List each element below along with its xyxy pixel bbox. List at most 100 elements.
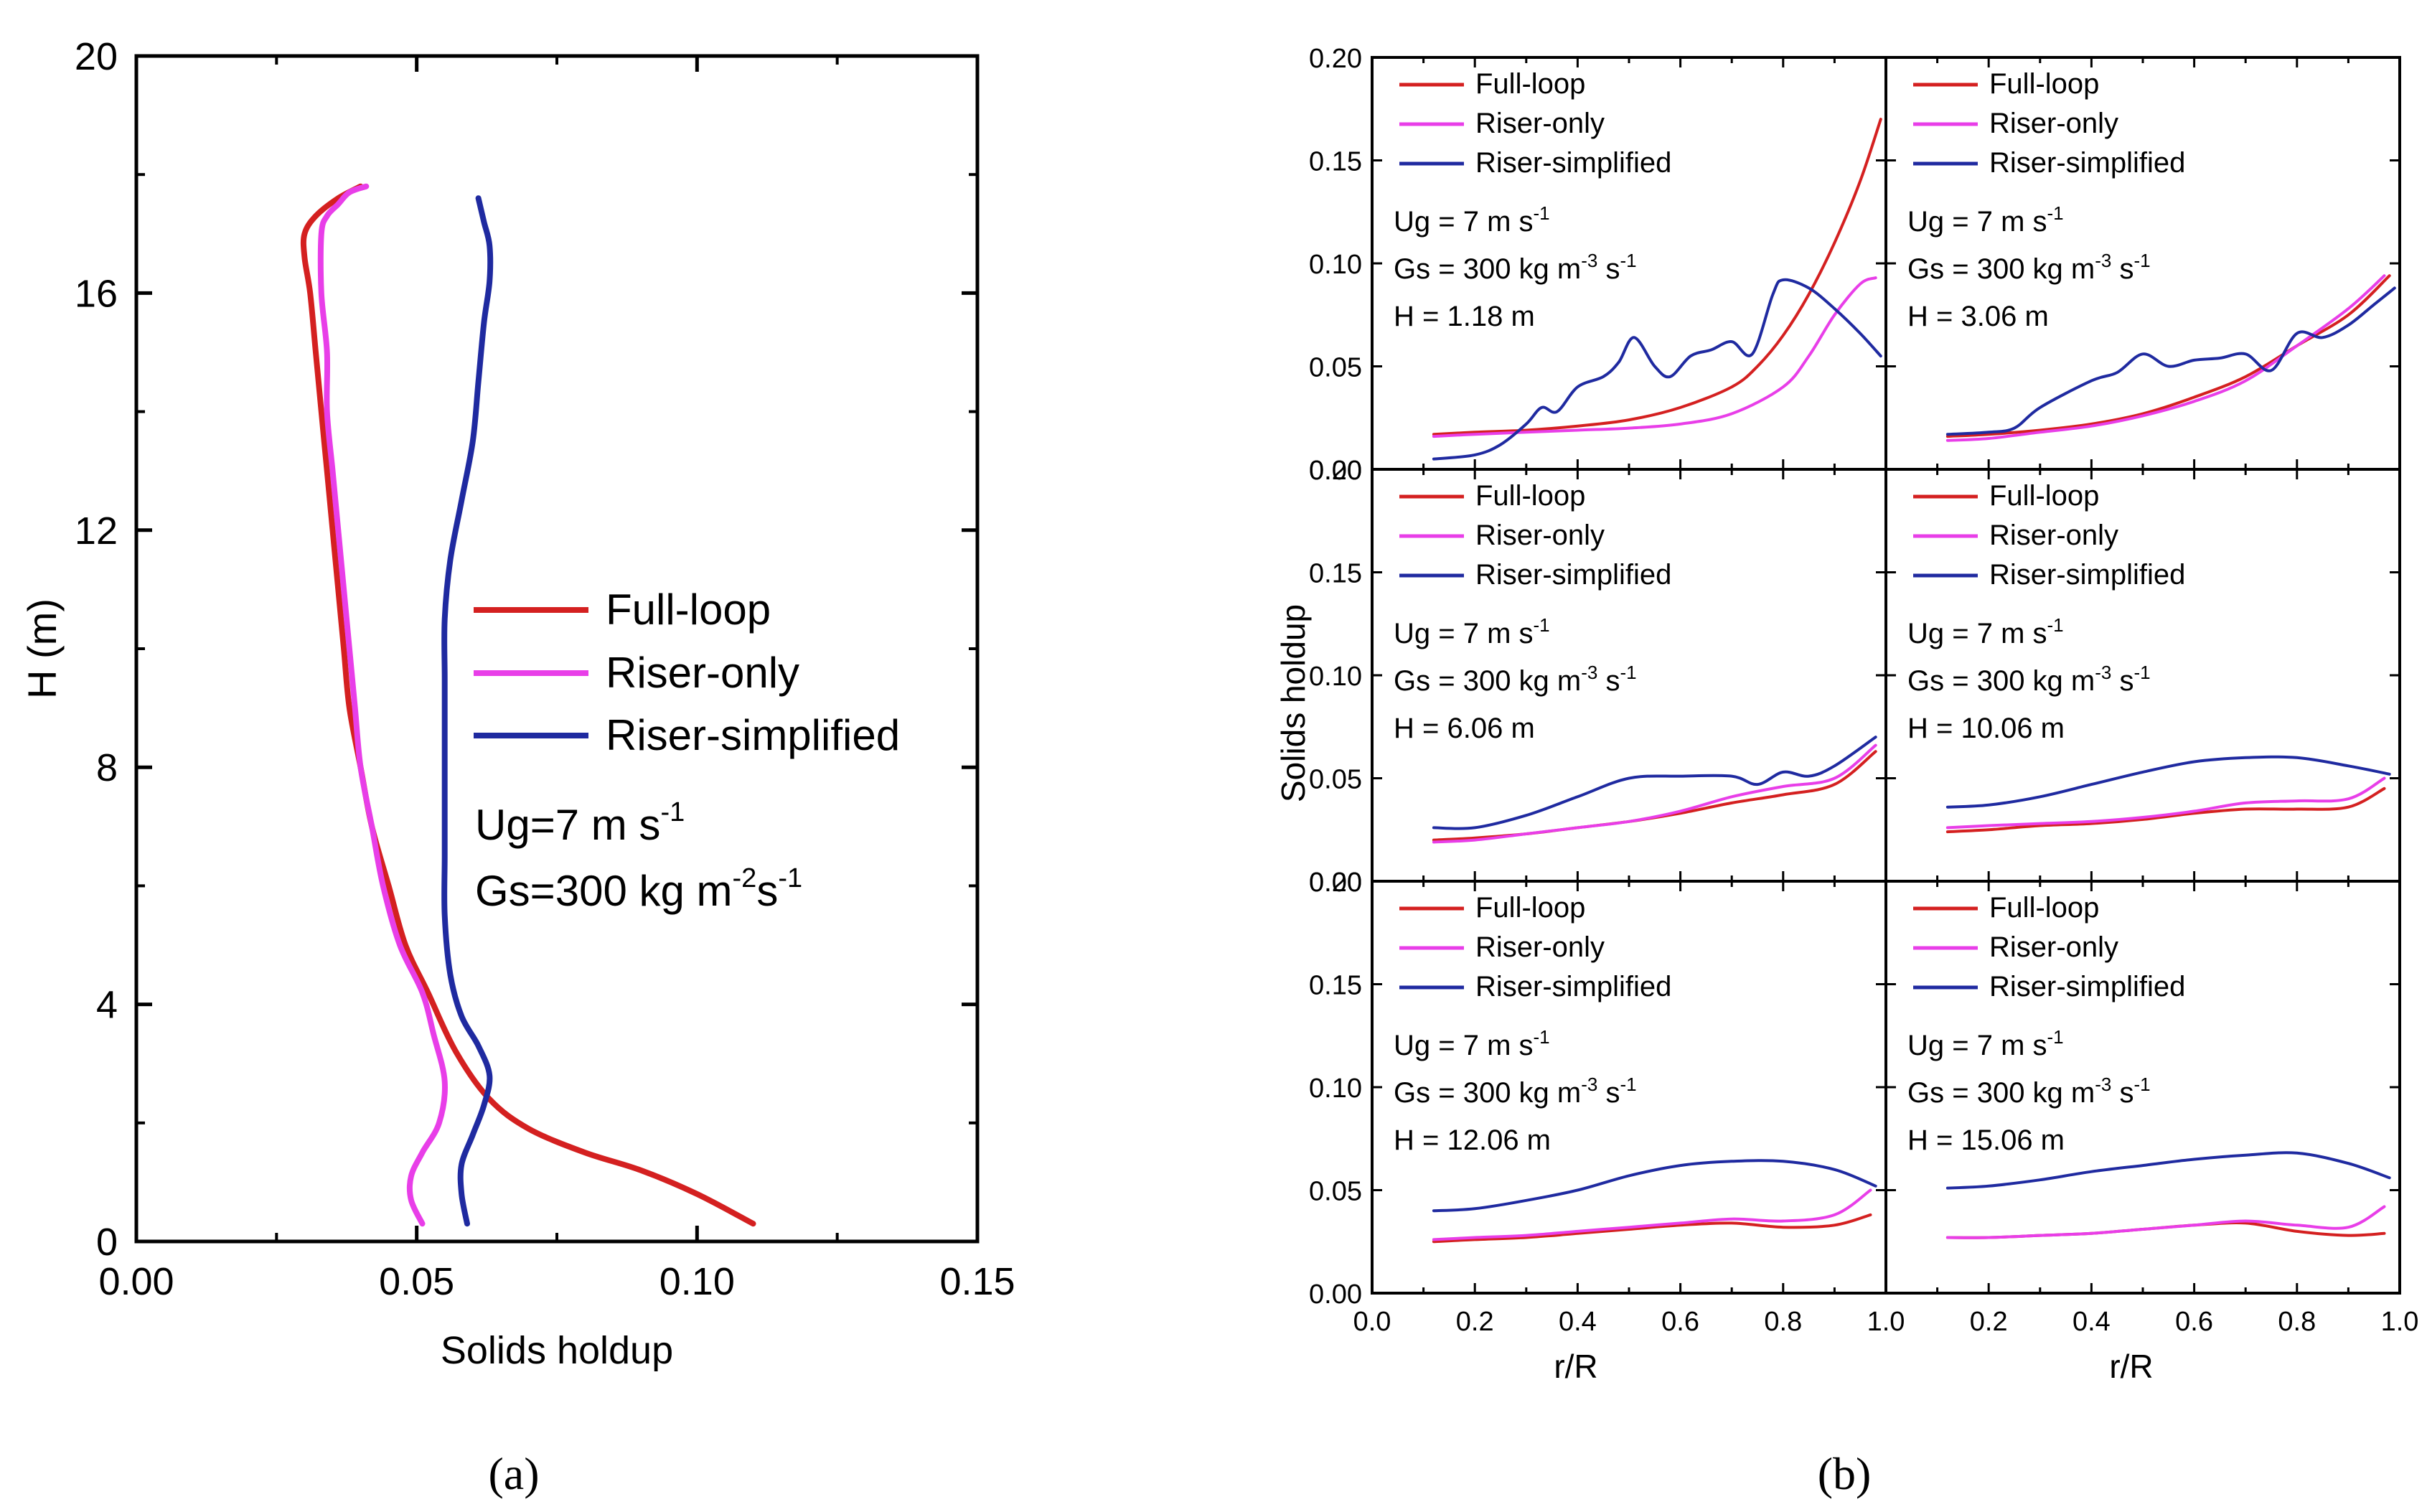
panel-b-subplot-3-series-riser-only xyxy=(1432,743,1877,844)
panel-b-subplot-1-series-riser-simplified xyxy=(1432,278,1882,461)
panel-b-h-label: H = 10.06 m xyxy=(1907,713,2065,744)
panel-b-y-tick-label: 0.05 xyxy=(1309,765,1362,795)
panel-b-y-tick-label: 0.15 xyxy=(1309,147,1362,177)
panel-b-x-tick-label: 0.8 xyxy=(1764,1307,1802,1337)
panel-b-legend-label-full-loop: Full-loop xyxy=(1475,480,1585,512)
panel-b-ug-text: Ug = 7 m s xyxy=(1907,618,2047,649)
panel-b-subplot-2-series-full-loop xyxy=(1945,274,2391,438)
panel-b-subplot-4: Full-loop Riser-only Riser-simplified Ug = … xyxy=(1884,468,2401,883)
panel-b-x-tick-label: 0.0 xyxy=(1353,1307,1391,1337)
panel-b-y-tick-label: 0.05 xyxy=(1309,353,1362,383)
panel-a-y-tick-label: 8 xyxy=(96,746,118,789)
panel-a-x-tick-label: 0.00 xyxy=(98,1260,174,1303)
panel-b-h-label: H = 6.06 m xyxy=(1394,713,1535,744)
panel-b-y-tick-label: 0.20 xyxy=(1309,456,1362,486)
panel-b-h-label: H = 3.06 m xyxy=(1907,301,2049,332)
panel-b-gs-mid: s xyxy=(1597,1077,1620,1109)
panel-b-gs-text: Gs = 300 kg m xyxy=(1907,253,2095,285)
panel-b-subplot-6-series-riser-simplified xyxy=(1945,1151,2391,1190)
panel-b-gs-text: Gs = 300 kg m xyxy=(1394,1077,1581,1109)
panel-b-ug-text: Ug = 7 m s xyxy=(1907,1030,2047,1061)
panel-b-subplot-1: Full-loop Riser-only Riser-simplified Ug = … xyxy=(1371,56,1887,471)
panel-b-legend-label-full-loop: Full-loop xyxy=(1475,892,1585,924)
panel-b-x-axis-label-right: r/R xyxy=(2109,1348,2153,1385)
panel-b-gs-mid: s xyxy=(1597,253,1620,285)
panel-b-y-tick-label: 0.10 xyxy=(1309,662,1362,692)
panel-b-ug-annotation: Ug = 7 m s-1 xyxy=(1907,1026,2064,1061)
panel-b-gs-sup1: -3 xyxy=(2095,662,2111,683)
panel-a-y-tick-label: 0 xyxy=(96,1221,118,1264)
panel-b-gs-mid: s xyxy=(2111,665,2133,697)
panel-b-label: (b) xyxy=(1818,1448,1872,1499)
panel-b-gs-sup2: -1 xyxy=(2133,1074,2150,1095)
panel-b-subplot-5-series-riser-only xyxy=(1432,1188,1872,1241)
panel-b-y-tick-label: 0.20 xyxy=(1309,868,1362,898)
panel-b-gs-mid: s xyxy=(2111,1077,2133,1109)
panel-a-gs-annotation: Gs=300 kg m-2s-1 xyxy=(475,863,802,915)
panel-b-h-label: H = 15.06 m xyxy=(1907,1124,2065,1156)
panel-b-ug-text: Ug = 7 m s xyxy=(1907,206,2047,238)
panel-b-ug-sup: -1 xyxy=(1534,614,1550,636)
panel-b-legend-label-full-loop: Full-loop xyxy=(1475,68,1585,100)
panel-a-series-riser-simplified xyxy=(441,195,494,1227)
panel-b-legend-label-riser-only: Riser-only xyxy=(1989,108,2118,139)
panel-b-y-tick-label: 0.10 xyxy=(1309,1074,1362,1104)
panel-b-x-axis-label-left: r/R xyxy=(1554,1348,1597,1385)
panel-b-x-tick-label: 0.4 xyxy=(2072,1307,2111,1337)
panel-a-y-tick-label: 4 xyxy=(96,984,118,1027)
panel-b-ug-annotation: Ug = 7 m s-1 xyxy=(1907,614,2064,649)
panel-b-gs-sup1: -3 xyxy=(1581,662,1597,683)
panel-b-legend-label-riser-only: Riser-only xyxy=(1475,108,1605,139)
panel-b-legend-label-full-loop: Full-loop xyxy=(1989,892,2099,924)
panel-b-subplot-4-series-full-loop xyxy=(1945,786,2386,834)
panel-b-ug-sup: -1 xyxy=(2047,614,2064,636)
panel-b-ug-sup: -1 xyxy=(1534,1026,1550,1048)
panel-b-gs-sup2: -1 xyxy=(1620,662,1636,683)
panel-b-legend-label-riser-simplified: Riser-simplified xyxy=(1475,559,1671,591)
panel-b-ug-annotation: Ug = 7 m s-1 xyxy=(1394,202,1550,238)
panel-b-legend-label-riser-simplified: Riser-simplified xyxy=(1475,147,1671,179)
panel-b-subplot-5: Full-loop Riser-only Riser-simplified Ug = … xyxy=(1371,880,1887,1295)
panel-b-gs-sup1: -3 xyxy=(2095,250,2111,271)
panel-b-legend-label-full-loop: Full-loop xyxy=(1989,68,2099,100)
panel-b-y-tick-label: 0.00 xyxy=(1309,868,1362,898)
panel-a-y-axis-label: H (m) xyxy=(19,598,65,699)
panel-b-legend-label-riser-simplified: Riser-simplified xyxy=(1989,559,2185,591)
panel-b-legend-label-full-loop: Full-loop xyxy=(1989,480,2099,512)
panel-b-subplot-6-series-riser-only xyxy=(1945,1205,2386,1239)
panel-b-ug-text: Ug = 7 m s xyxy=(1394,618,1534,649)
panel-b-y-tick-label: 0.15 xyxy=(1309,559,1362,589)
panel-a-legend-label-riser-simplified: Riser-simplified xyxy=(606,711,900,759)
panel-b-legend-label-riser-only: Riser-only xyxy=(1475,520,1605,551)
panel-b-x-tick-label: 0.4 xyxy=(1559,1307,1597,1337)
panel-b-legend-label-riser-only: Riser-only xyxy=(1989,520,2118,551)
panel-b-subplot-3: Full-loop Riser-only Riser-simplified Ug = … xyxy=(1371,468,1887,883)
panel-b-subplot-3-series-riser-simplified xyxy=(1432,736,1877,830)
panel-b-x-tick-label: 1.0 xyxy=(2381,1307,2419,1337)
panel-b-x-tick-label: 0.6 xyxy=(2175,1307,2213,1337)
panel-b-x-tick-label: 1.0 xyxy=(1867,1307,1905,1337)
panel-b-y-tick-label: 0.00 xyxy=(1309,456,1362,486)
panel-b-ug-annotation: Ug = 7 m s-1 xyxy=(1907,202,2064,238)
panel-b-x-tick-label: 0.2 xyxy=(1456,1307,1494,1337)
panel-b-legend-label-riser-only: Riser-only xyxy=(1989,931,2118,963)
panel-b-y-axis-label: Solids holdup xyxy=(1274,604,1312,802)
panel-b-legend-label-riser-simplified: Riser-simplified xyxy=(1989,147,2185,179)
panel-b-gs-annotation: Gs = 300 kg m-3 s-1 xyxy=(1907,662,2151,697)
panel-b-gs-annotation: Gs = 300 kg m-3 s-1 xyxy=(1394,250,1637,285)
panel-b-gs-annotation: Gs = 300 kg m-3 s-1 xyxy=(1907,250,2151,285)
panel-a-ug-annotation: Ug=7 m s-1 xyxy=(475,797,685,849)
panel-b-chart: Full-loop Riser-only Riser-simplified Ug = … xyxy=(1274,44,2418,1385)
panel-b-gs-text: Gs = 300 kg m xyxy=(1394,665,1581,697)
panel-b-subplots: Full-loop Riser-only Riser-simplified Ug = … xyxy=(1309,44,2418,1337)
panel-a-series-riser-only xyxy=(317,183,448,1227)
panel-a-series-full-loop xyxy=(300,183,756,1227)
panel-b-gs-text: Gs = 300 kg m xyxy=(1907,665,2095,697)
panel-b-x-tick-label: 0.6 xyxy=(1661,1307,1699,1337)
panel-b-gs-mid: s xyxy=(1597,665,1620,697)
panel-b-gs-sup1: -3 xyxy=(1581,1074,1597,1095)
panel-a-label: (a) xyxy=(488,1448,539,1499)
panel-a-x-tick-label: 0.10 xyxy=(659,1260,735,1303)
